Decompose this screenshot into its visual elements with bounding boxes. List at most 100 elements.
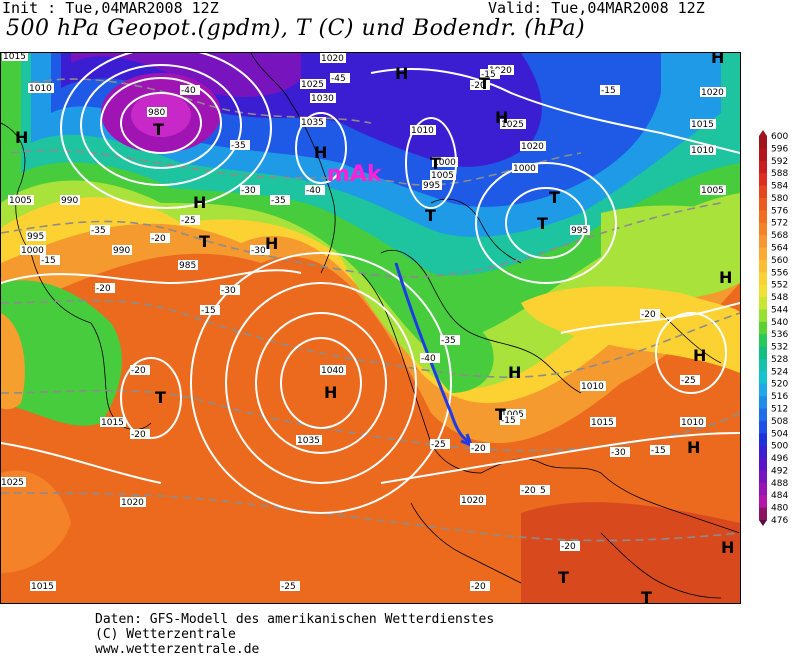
low-pressure-center: T [641, 588, 652, 603]
isobar-label-bg [690, 145, 716, 155]
legend-swatch [759, 136, 767, 149]
legend-swatch [759, 210, 767, 224]
isotherm-label-bg [430, 439, 450, 449]
low-pressure-center: T [537, 214, 548, 233]
isobar-label: 1005 [9, 196, 32, 206]
isobar-label-bg [300, 117, 326, 127]
pressure-labels: 1015 1010 1005 1000 995 990 985 980 1020 1025 1030… [1, 53, 726, 592]
legend-level-label: 596 [771, 144, 788, 154]
isobar-label-bg [460, 495, 486, 505]
isotherm-label: -25 [181, 216, 196, 226]
isobar-label: 1020 [521, 142, 544, 152]
isobar-label-bg [1, 477, 26, 487]
isotherm-label-bg [230, 140, 250, 150]
legend-level-label: 576 [771, 206, 788, 216]
isotherm-label-bg [420, 353, 440, 363]
isobar-label-bg [112, 245, 132, 255]
isotherm-label-bg [470, 80, 490, 90]
legend-level-label: 584 [771, 182, 788, 192]
isobar-label-bg [2, 53, 28, 61]
low-pressure-center: T [495, 405, 506, 424]
low-pressure-center: T [549, 188, 560, 207]
isotherm-label: -20 [561, 542, 576, 552]
isobar-label: 1025 [1, 478, 24, 488]
legend-swatch [759, 185, 767, 199]
isobar-label: 1015 [591, 418, 614, 428]
isobar-label: 990 [113, 246, 130, 256]
high-pressure-center: H [693, 346, 706, 365]
legend-swatch [759, 173, 767, 187]
high-pressure-center: H [687, 438, 700, 457]
low-pressure-center: T [153, 120, 164, 139]
legend-level-label: 552 [771, 281, 788, 291]
isotherm-label: -25 [431, 440, 446, 450]
isotherm-label-bg [560, 541, 580, 551]
legend-swatch [759, 197, 767, 211]
isotherm-label-bg [440, 335, 460, 345]
legend-scale: 600 596 592 588 584 580 576 572 568 564 560 556 552 5… [759, 130, 788, 526]
website-text: www.wetterzentrale.de [95, 642, 260, 657]
isobar-label: 1015 [3, 53, 26, 62]
isotherm-label-bg [90, 225, 110, 235]
isobar-label-bg [60, 195, 80, 205]
legend-level-label: 504 [771, 429, 788, 439]
legend-swatch [759, 507, 767, 521]
isobar-label: 1020 [701, 88, 724, 98]
legend-swatch [759, 383, 767, 397]
legend-level-label: 540 [771, 318, 788, 328]
isotherm-label-bg [470, 443, 490, 453]
isotherm-label: -30 [221, 286, 236, 296]
legend-level-label: 560 [771, 256, 788, 266]
isobar-label: 1020 [489, 66, 512, 76]
high-pressure-center: H [711, 53, 724, 67]
isobar-label-bg [500, 409, 526, 419]
isobar-label-bg [580, 381, 606, 391]
high-pressure-center: H [15, 128, 28, 147]
isotherm-label-bg [200, 305, 220, 315]
legend-level-label: 492 [771, 466, 788, 476]
isobar-label: 1020 [321, 54, 344, 64]
data-source-text: Daten: GFS-Modell des amerikanischen Wet… [95, 612, 495, 627]
isobar-label: 995 [27, 232, 44, 242]
legend-level-label: 520 [771, 380, 788, 390]
isobar-label-bg [422, 180, 442, 190]
init-time: Init : Tue,04MAR2008 12Z [2, 0, 219, 17]
legend-level-label: 556 [771, 268, 788, 278]
isotherm-label-bg [650, 445, 670, 455]
isobar-label: 1035 [301, 118, 324, 128]
isotherm-label: -15 [601, 86, 616, 96]
isobar-label-bg [320, 53, 346, 63]
legend-swatch [759, 272, 767, 286]
isotherm-label-bg [610, 447, 630, 457]
legend-swatch [759, 297, 767, 310]
high-pressure-center: H [395, 64, 408, 83]
isobar-label: 1010 [29, 84, 52, 94]
isobar-label: 1025 [301, 80, 324, 90]
isobar-label: 1015 [101, 418, 124, 428]
isobar-label-bg [310, 93, 336, 103]
legend-level-label: 532 [771, 343, 788, 353]
legend-swatch [759, 445, 767, 459]
legend-swatch [759, 371, 767, 385]
low-pressure-center: T [479, 74, 490, 93]
legend-level-label: 488 [771, 479, 788, 489]
isotherm-label: -35 [271, 196, 286, 206]
legend-level-label: 476 [771, 516, 788, 526]
isobar-label: 1010 [581, 382, 604, 392]
high-pressure-center: H [721, 538, 734, 557]
pressure-isobars [1, 53, 740, 514]
legend-swatch [759, 259, 767, 273]
low-pressure-center: T [155, 388, 166, 407]
copyright-text: (C) Wetterzentrale [95, 627, 236, 642]
isobar-label-bg [28, 83, 54, 93]
isotherm-label: -15 [501, 416, 516, 426]
isotherm-label: -15 [481, 70, 496, 80]
isobar-label: 1000 [21, 246, 44, 256]
legend-swatch [759, 235, 767, 248]
isobar-label: 1020 [461, 496, 484, 506]
color-legend: 600 596 592 588 584 580 576 572 568 564 560 556 552 5… [757, 130, 799, 526]
isobar-label-bg [590, 417, 616, 427]
isobar-label: 1005 [701, 186, 724, 196]
geopotential-fill [1, 53, 740, 603]
isotherm-label-bg [470, 581, 490, 591]
